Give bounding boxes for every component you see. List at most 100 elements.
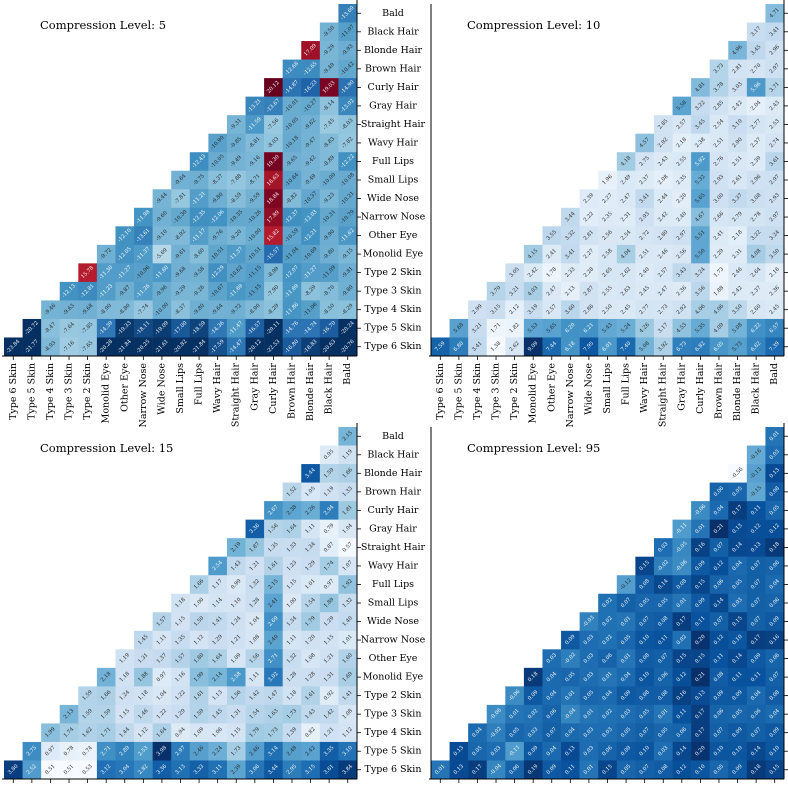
heatmap-cell (301, 300, 321, 320)
heatmap-cell (319, 649, 339, 669)
heatmap-cell (709, 649, 729, 669)
heatmap-cell (319, 152, 339, 172)
heatmap-cell (746, 170, 766, 190)
heatmap-cell (226, 300, 246, 320)
heatmap-cell (226, 226, 246, 246)
heatmap-cell (691, 170, 710, 190)
heatmap-cell (189, 575, 209, 595)
heatmap-cell (226, 723, 246, 743)
heatmap-cell (115, 723, 135, 743)
heatmap-cell (319, 189, 339, 209)
heatmap-cell (728, 593, 748, 613)
heatmap-cell (171, 612, 191, 632)
heatmap-cell (264, 630, 283, 650)
heatmap-cell (301, 263, 321, 283)
heatmap-cell (765, 170, 785, 190)
heatmap-cell (523, 741, 543, 761)
heatmap-cell (264, 318, 283, 338)
heatmap-cell (96, 704, 116, 724)
heatmap-cell (41, 760, 61, 780)
heatmap-cell (245, 612, 265, 632)
x-tick-label: Narrow Nose (138, 363, 149, 428)
heatmap-cell (189, 207, 209, 227)
heatmap-cell (765, 244, 785, 264)
heatmap-cell (653, 226, 673, 246)
heatmap-cell (728, 501, 748, 520)
heatmap-cell (208, 630, 228, 650)
heatmap-cell (691, 686, 710, 706)
heatmap-cell (171, 189, 191, 209)
heatmap-cell (134, 723, 153, 743)
heatmap-cell (728, 741, 748, 761)
heatmap-cell (226, 575, 246, 595)
heatmap-cell (226, 133, 246, 153)
heatmap-cell (208, 170, 228, 190)
x-tick-label: Other Eye (546, 363, 557, 412)
heatmap-cell (561, 263, 580, 283)
heatmap-cell (765, 704, 785, 724)
heatmap-cell (78, 337, 98, 357)
x-tick-label: Small Lips (602, 363, 613, 414)
heatmap-cell (338, 649, 358, 669)
heatmap-cell (301, 575, 321, 595)
heatmap-cell (765, 318, 785, 338)
heatmap-cell (208, 263, 228, 283)
heatmap-cell (486, 281, 506, 301)
heatmap-cell (134, 207, 153, 227)
heatmap-cell (765, 152, 785, 172)
heatmap-cell (709, 281, 729, 301)
heatmap-cell (189, 704, 209, 724)
heatmap-cell (134, 281, 153, 301)
heatmap-cell (579, 630, 599, 650)
heatmap-cell (208, 741, 228, 761)
heatmap-cell (264, 575, 283, 595)
heatmap-cell (728, 556, 748, 576)
heatmap-cell (635, 575, 655, 595)
heatmap-cell (78, 741, 98, 761)
heatmap-cell (319, 519, 339, 539)
heatmap-cell (115, 281, 135, 301)
heatmap-cell (264, 760, 283, 780)
heatmap-cell (208, 723, 228, 743)
heatmap-cell (672, 281, 692, 301)
heatmap-cell (579, 686, 599, 706)
heatmap-cell (189, 667, 209, 687)
heatmap-cell (728, 152, 748, 172)
heatmap-cell (746, 445, 766, 465)
heatmap-cell (282, 612, 302, 632)
heatmap-cell (653, 115, 673, 134)
heatmap-cell (338, 22, 358, 42)
heatmap-cell (709, 78, 729, 97)
heatmap-cell (505, 263, 525, 283)
heatmap-cell (41, 337, 61, 357)
heatmap-cell (245, 519, 265, 539)
y-tick-label: Type 6 Skin (365, 764, 422, 775)
heatmap-cell (301, 612, 321, 632)
heatmap-cell (672, 667, 692, 687)
heatmap-cell (134, 318, 153, 338)
heatmap-cell (728, 59, 748, 79)
heatmap-cell (338, 575, 358, 595)
heatmap-cell (301, 170, 321, 190)
heatmap-cell (746, 207, 766, 227)
heatmap-cell (226, 556, 246, 576)
heatmap-cell (282, 189, 302, 209)
y-tick-label: Full Lips (372, 156, 414, 167)
heatmap-cell (338, 115, 358, 134)
heatmap-cell (115, 667, 135, 687)
heatmap-cell (746, 667, 766, 687)
heatmap-cell (41, 300, 61, 320)
heatmap-cell (523, 318, 543, 338)
x-tick-label: Brown Hair (713, 363, 724, 419)
heatmap-cell (134, 226, 153, 246)
heatmap-cell (189, 244, 209, 264)
heatmap-cell (338, 300, 358, 320)
heatmap-cell (561, 207, 580, 227)
heatmap-cell (171, 318, 191, 338)
heatmap-cell (672, 519, 692, 539)
heatmap-cell (561, 686, 580, 706)
heatmap-cell (542, 760, 562, 780)
heatmap-cell (561, 300, 580, 320)
heatmap-cell (728, 723, 748, 743)
heatmap-cell (245, 337, 265, 357)
